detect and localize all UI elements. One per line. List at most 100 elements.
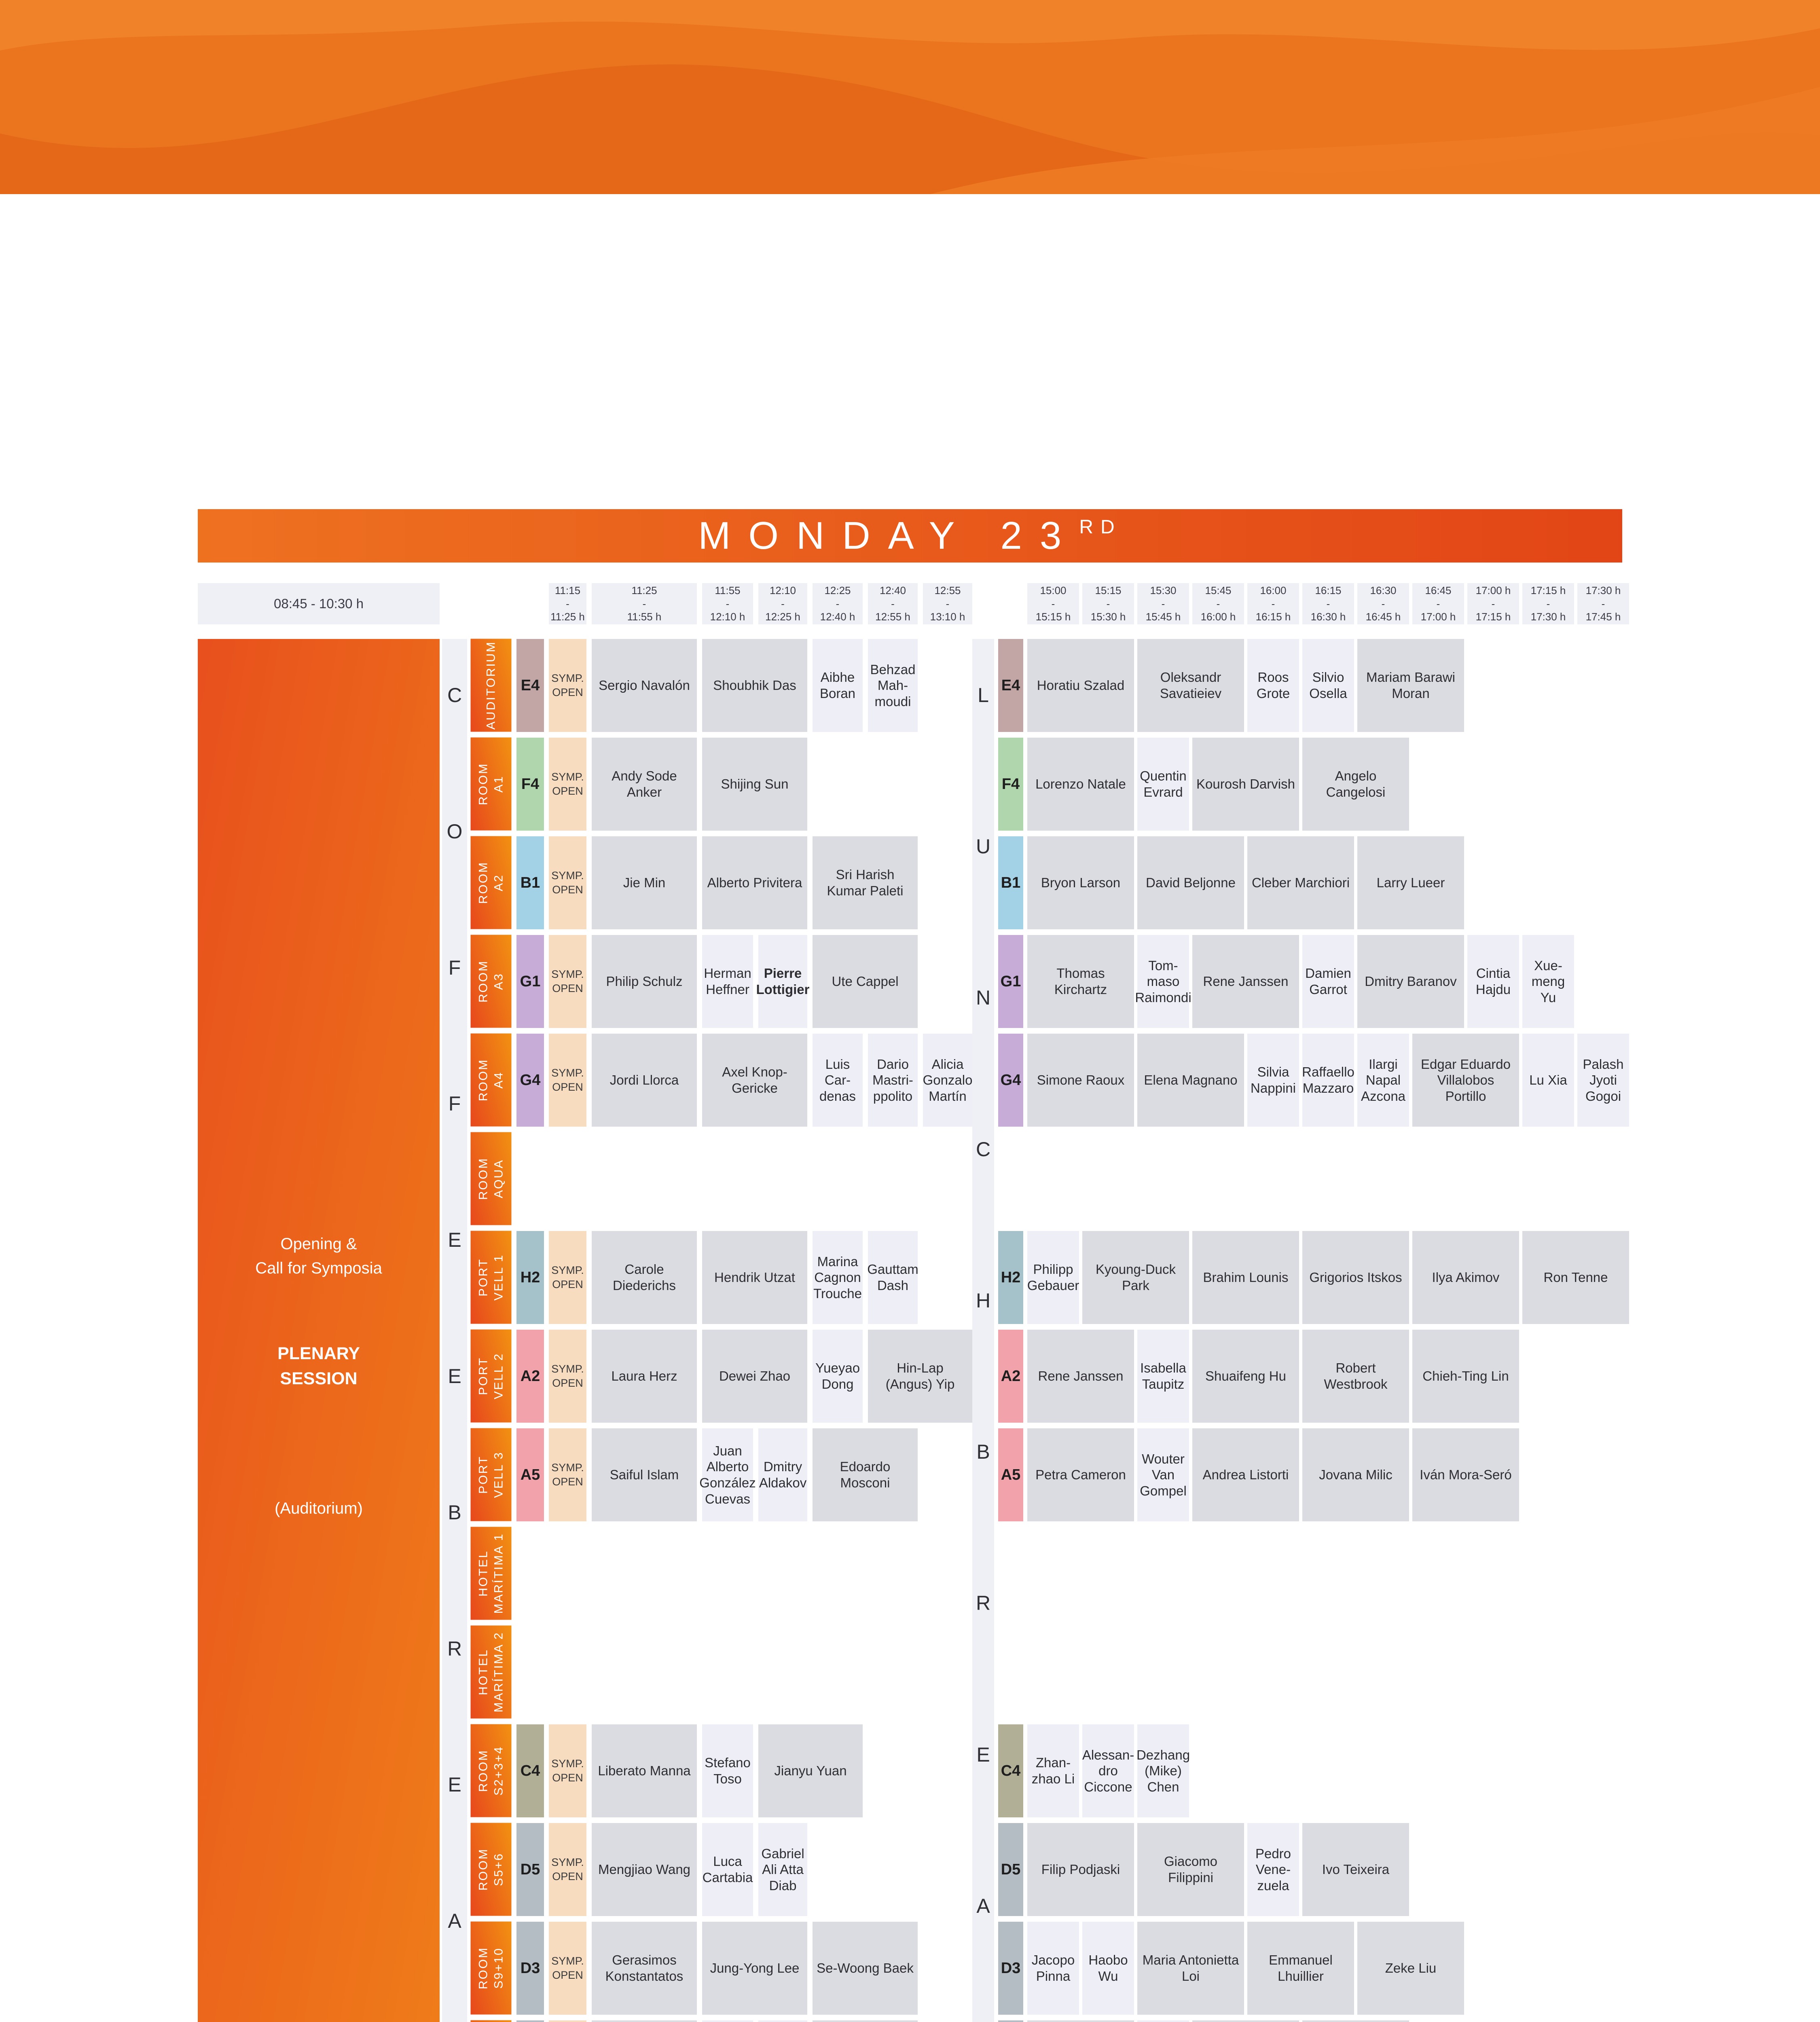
symposium-code-chip-afternoon: F4 <box>998 738 1023 831</box>
session-cell: Petra Cameron <box>1027 1428 1134 1521</box>
coffee-letter: E <box>448 1364 461 1387</box>
symposium-code-chip-afternoon: B1 <box>998 836 1023 929</box>
room-tile-line: S9+10 <box>492 1947 505 1989</box>
symp-open-chip: SYMP. OPEN <box>549 1724 586 1817</box>
symposium-code-chip-morning: D6 <box>516 2020 544 2022</box>
room-tile-line: S5+6 <box>492 1853 505 1886</box>
session-cell: Pengbo Ding <box>1137 2020 1189 2022</box>
session-cell: Luiz Bonato <box>758 2020 807 2022</box>
coffee-letter: A <box>448 1910 461 1933</box>
session-cell: Silvio Osella <box>1302 639 1354 732</box>
symposium-code-chip-afternoon: A2 <box>998 1330 1023 1423</box>
session-cell: Giacomo Filippini <box>1137 1823 1244 1916</box>
symposium-code-chip-morning: B1 <box>516 836 544 929</box>
session-cell: Aibhe Boran <box>813 639 863 732</box>
lunch-letter: H <box>976 1289 991 1312</box>
time-start: 17:30 h <box>1585 584 1621 597</box>
room-tile-line: ROOM <box>476 1848 490 1891</box>
symp-open-line: OPEN <box>552 1377 583 1389</box>
session-cell: Rene Janssen <box>1192 935 1299 1028</box>
room-tile-line: MARÍTIMA 1 <box>492 1533 505 1614</box>
session-cell: Edoardo Mosconi <box>813 1428 918 1521</box>
symp-open-chip: SYMP. OPEN <box>549 738 586 831</box>
time-end: 17:15 h <box>1475 611 1511 623</box>
room-tile: ROOM AQUA <box>470 1132 512 1225</box>
room-tile-label: ROOM A1 <box>470 737 512 831</box>
lunch-letter: N <box>976 986 991 1009</box>
time-dash: - <box>946 597 950 610</box>
session-cell: Mengjiao Wang <box>592 1823 697 1916</box>
symp-open-line: SYMP. <box>551 672 584 684</box>
time-dash: - <box>566 597 569 610</box>
time-dash: - <box>891 597 895 610</box>
time-dash: - <box>642 597 646 610</box>
room-tile-label: ROOM AQUA <box>470 1132 512 1225</box>
room-tile-label: ROOM A2 <box>470 836 512 929</box>
room-tile-line: MARÍTIMA 2 <box>492 1631 505 1713</box>
plenary-line: Call for Symposia <box>255 1259 382 1277</box>
session-cell: Dmitry Aldakov <box>758 1428 807 1521</box>
room-tile-line: ROOM <box>476 1749 490 1792</box>
room-tile-line: A4 <box>492 1071 505 1089</box>
time-end: 15:30 h <box>1090 611 1126 623</box>
session-cell: Larry Lueer <box>1357 836 1464 929</box>
time-dash: - <box>1436 597 1440 610</box>
time-dash: - <box>1326 597 1330 610</box>
early-slot-header: 08:45 - 10:30 h <box>198 583 440 624</box>
symp-open-line: OPEN <box>552 982 583 994</box>
symp-open-line: OPEN <box>552 1772 583 1784</box>
room-tile-line: ROOM <box>476 861 490 904</box>
session-cell: Robert Hoye <box>1027 2020 1134 2022</box>
symp-open-line: SYMP. <box>551 1757 584 1770</box>
session-cell: Behzad Mah-moudi <box>868 639 918 732</box>
session-cell: Hendrik Utzat <box>702 1231 807 1324</box>
plenary-line: Opening & <box>280 1235 357 1253</box>
session-cell: Gerasimos Konstantatos <box>592 1922 697 2015</box>
room-tile: ROOM A4 <box>470 1033 512 1127</box>
session-cell: Simone Raoux <box>1027 1034 1134 1127</box>
room-tile-label: ROOMS11+12 <box>470 2020 512 2022</box>
coffee-letter: E <box>448 1229 461 1252</box>
session-cell: Luis Car-denas <box>813 1034 863 1127</box>
session-cell: Jacopo Pinna <box>1027 1922 1079 2015</box>
session-cell: Jie Min <box>592 836 697 929</box>
time-header-cell: 16:15-16:30 h <box>1302 583 1354 624</box>
time-start: 16:00 <box>1260 584 1287 597</box>
room-tile: ROOM A2 <box>470 836 512 929</box>
session-cell: Pedro Vene-zuela <box>1247 1823 1299 1916</box>
symposium-code-chip-morning: A2 <box>516 1330 544 1423</box>
session-cell: Haobo Wu <box>1082 1922 1134 2015</box>
time-dash: - <box>1601 597 1605 610</box>
time-header-cell: 12:25-12:40 h <box>813 583 863 624</box>
coffee-letter: E <box>448 1773 461 1796</box>
session-cell: David Beljonne <box>1137 836 1244 929</box>
room-tile-line: ROOM <box>476 960 490 1003</box>
room-tile-label: PORT VELL 3 <box>470 1428 512 1521</box>
time-header-cell: 16:30-16:45 h <box>1357 583 1409 624</box>
session-cell: Maria Antonietta Loi <box>1137 1922 1244 2015</box>
room-tile: AUDITORIUM <box>470 639 512 732</box>
session-cell: Zeke Liu <box>1357 1922 1464 2015</box>
time-header-cell: 15:00-15:15 h <box>1027 583 1079 624</box>
coffee-letter: R <box>447 1637 462 1660</box>
session-cell: Ron Tenne <box>1522 1231 1629 1324</box>
symp-open-chip: SYMP. OPEN <box>549 836 586 929</box>
session-cell: Sri Harish Kumar Paleti <box>813 836 918 929</box>
symposium-code-chip-afternoon: H2 <box>998 1231 1023 1324</box>
time-start: 15:45 <box>1205 584 1232 597</box>
room-tile: PORT VELL 3 <box>470 1428 512 1521</box>
plenary-session-block: Opening & Call for Symposia PLENARY SESS… <box>198 639 440 2022</box>
time-end: 12:55 h <box>875 611 910 623</box>
time-start: 11:55 <box>715 584 741 597</box>
session-cell: Elena Magnano <box>1137 1034 1244 1127</box>
time-end: 12:40 h <box>820 611 855 623</box>
session-cell: Gauttam Dash <box>867 1231 918 1324</box>
room-tile: PORT VELL 2 <box>470 1329 512 1423</box>
symp-open-line: SYMP. <box>551 869 584 882</box>
session-cell: Ivo Teixeira <box>1302 1823 1409 1916</box>
session-cell: Alberto Privitera <box>702 836 807 929</box>
symp-open-line: OPEN <box>552 1870 583 1882</box>
session-cell: Roos Grote <box>1247 639 1299 732</box>
room-tile-line: S2+3+4 <box>492 1745 505 1796</box>
session-cell: Jung-Yong Lee <box>702 1922 807 2015</box>
